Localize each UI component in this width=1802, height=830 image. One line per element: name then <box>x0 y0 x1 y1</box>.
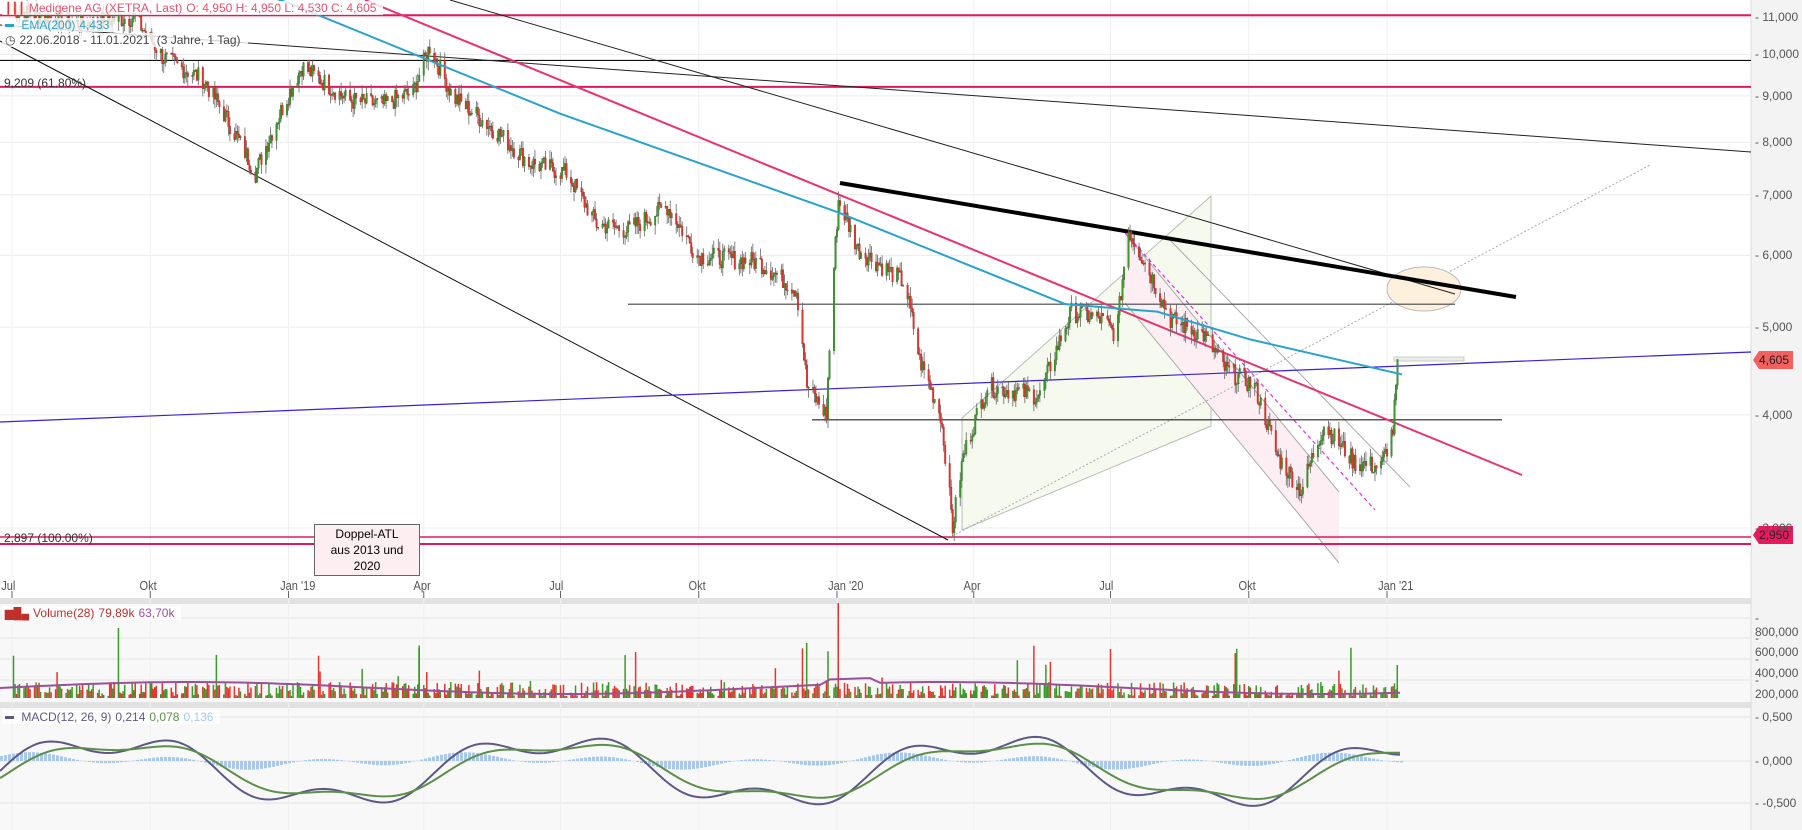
clock-icon: ◷ <box>5 33 16 47</box>
annotation-line1: Doppel-ATL <box>335 527 399 541</box>
doppel-atl-annotation[interactable]: Doppel-ATL aus 2013 und 2020 <box>314 524 420 576</box>
candlestick-icon: ┃┃┃ <box>5 3 25 15</box>
time-axis-tick: Jan '21 <box>1378 578 1414 593</box>
ema-line-icon <box>5 24 14 28</box>
time-axis-tick: Okt <box>1238 578 1256 593</box>
time-axis-tick: Jul <box>1 578 16 593</box>
volume-axis-tick: - 600,000 <box>1755 631 1799 659</box>
volume-bars-icon: ▆█▄ <box>5 608 30 620</box>
macd-value: 0,214 <box>115 710 146 724</box>
fib-label-100: 2,897 (100.00%) <box>4 531 93 545</box>
price-legend: ┃┃┃ Medigene AG (XETRA, Last) O: 4,950 H: … <box>2 1 384 15</box>
price-axis-tick: - 5,000 <box>1755 320 1793 335</box>
macd-legend: MACD(12, 26, 9) 0,214 0,078 0,136 <box>2 710 221 724</box>
volume-value: 79,89k <box>98 606 135 620</box>
time-axis-tick: Okt <box>688 578 706 593</box>
fib-label-61: 9,209 (61.80%) <box>4 76 87 90</box>
price-axis-tick: - 10,000 <box>1755 47 1800 62</box>
price-axis-tick: - 9,000 <box>1755 88 1793 103</box>
volume-legend: ▆█▄ Volume(28) 79,89k 63,70k <box>2 606 182 620</box>
volume-axis-tick: - 200,000 <box>1755 673 1799 701</box>
price-axis-tick: - 8,000 <box>1755 135 1793 150</box>
period-range: 22.06.2018 - 11.01.2021 <box>19 33 150 47</box>
hist-value: 0,136 <box>183 710 214 724</box>
time-axis-tick: Jul <box>549 578 564 593</box>
last-price-badge: 4,605 <box>1753 351 1794 369</box>
time-axis-tick: Okt <box>139 578 157 593</box>
volume-axis-tick: - 800,000 <box>1755 611 1799 639</box>
ohlc-values: O: 4,950 H: 4,950 L: 4,530 C: 4,605 <box>186 1 377 15</box>
macd-label: MACD(12, 26, 9) <box>21 710 112 724</box>
support-price-badge: 2,950 <box>1753 526 1794 544</box>
volume-label: Volume(28) <box>33 606 95 620</box>
period-detail: (3 Jahre, 1 Tag) <box>156 33 241 47</box>
time-axis-tick: Jan '19 <box>279 578 315 593</box>
annotation-line2: aus 2013 und 2020 <box>330 543 404 573</box>
volume-axis-tick: - 400,000 <box>1755 652 1799 680</box>
price-axis-tick: - 3,000 <box>1755 521 1793 535</box>
period-legend: ◷ 22.06.2018 - 11.01.2021 (3 Jahre, 1 Tag… <box>2 33 248 47</box>
price-axis-tick: - 11,000 <box>1755 10 1799 24</box>
macd-axis-tick: - -0,500 <box>1755 796 1797 810</box>
ema-legend: EMA(200) 4,433 <box>2 18 117 32</box>
signal-value: 0,078 <box>149 710 180 724</box>
price-axis-tick: - 4,000 <box>1755 407 1793 422</box>
ema-value: 4,433 <box>79 18 110 32</box>
time-axis-tick: Apr <box>963 578 981 593</box>
ema-label: EMA(200) <box>21 18 76 32</box>
price-axis-tick: - 7,000 <box>1755 187 1793 202</box>
macd-axis-tick: - 0,000 <box>1755 754 1793 768</box>
time-axis-tick: Apr <box>413 578 431 593</box>
volume-ma-value: 63,70k <box>138 606 175 620</box>
time-axis-tick: Jul <box>1099 578 1114 593</box>
price-axis-tick: - 6,000 <box>1755 248 1793 263</box>
macd-axis-tick: - 0,500 <box>1755 710 1793 724</box>
instrument-name: Medigene AG (XETRA, Last) <box>28 1 183 15</box>
macd-line-icon <box>5 716 14 720</box>
time-axis-tick: Jan '20 <box>828 578 864 593</box>
